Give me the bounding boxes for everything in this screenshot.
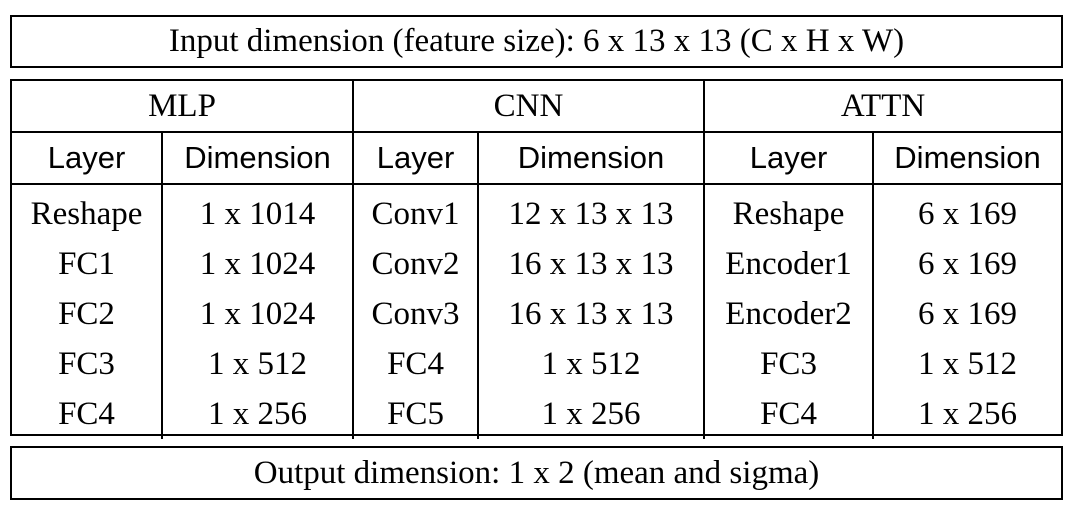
cnn-layer-cell: Conv1 <box>353 184 480 239</box>
mlp-layer-cell: FC2 <box>12 289 163 339</box>
output-dimension-text: Output dimension: 1 x 2 (mean and sigma) <box>253 454 820 491</box>
mlp-layer-cell: FC4 <box>12 389 163 439</box>
cnn-layer-cell: Conv3 <box>353 289 480 339</box>
mlp-dimension-cell: 1 x 512 <box>162 339 355 389</box>
attn-layer-cell: Encoder2 <box>704 289 875 339</box>
mlp-dimension-header: Dimension <box>162 132 355 185</box>
group-header-mlp: MLP <box>12 81 355 133</box>
column-header-row: Layer Dimension Layer Dimension Layer Di… <box>12 132 1062 185</box>
table-row: FC3 1 x 512 FC4 1 x 512 FC3 1 x 512 <box>12 339 1061 389</box>
mlp-layer-cell: FC3 <box>12 339 163 389</box>
cnn-layer-cell: Conv2 <box>353 239 480 289</box>
attn-layer-header: Layer <box>704 132 875 185</box>
cnn-dimension-cell: 16 x 13 x 13 <box>478 239 706 289</box>
attn-dimension-cell: 6 x 169 <box>918 195 1018 232</box>
table-row: FC4 1 x 256 FC5 1 x 256 FC4 1 x 256 <box>12 389 1061 439</box>
cnn-dimension-cell: 12 x 13 x 13 <box>478 184 706 239</box>
mlp-layer-cell: FC1 <box>12 239 163 289</box>
attn-dimension-cell: 1 x 256 <box>918 395 1018 432</box>
attn-layer-cell: Reshape <box>704 184 875 239</box>
table-row: FC2 1 x 1024 Conv3 16 x 13 x 13 Encoder2… <box>12 289 1061 339</box>
cnn-dimension-cell: 16 x 13 x 13 <box>478 289 706 339</box>
mlp-dimension-cell: 1 x 256 <box>162 389 355 439</box>
cnn-dimension-header: Dimension <box>478 132 706 185</box>
cnn-dimension-cell: 1 x 256 <box>478 389 706 439</box>
attn-layer-cell: FC3 <box>704 339 875 389</box>
attn-dimension-cell: 6 x 169 <box>918 295 1018 332</box>
mlp-dimension-cell: 1 x 1024 <box>162 289 355 339</box>
mlp-layer-cell: Reshape <box>12 184 163 239</box>
attn-layer-cell: FC4 <box>704 389 875 439</box>
group-header-row: MLP CNN ATTN <box>12 81 1062 133</box>
architecture-table: MLP CNN ATTN Layer Dimension Layer Dimen… <box>12 81 1062 439</box>
cnn-layer-cell: FC4 <box>353 339 480 389</box>
cnn-layer-header: Layer <box>353 132 480 185</box>
cnn-dimension-cell: 1 x 512 <box>478 339 706 389</box>
table-row: Reshape 1 x 1014 Conv1 12 x 13 x 13 Resh… <box>12 184 1061 239</box>
attn-dimension-cell: 6 x 169 <box>918 245 1018 282</box>
architecture-table-container: MLP CNN ATTN Layer Dimension Layer Dimen… <box>10 79 1063 439</box>
attn-dimension-cell: 1 x 512 <box>918 345 1018 382</box>
input-dimension-text: Input dimension (feature size): 6 x 13 x… <box>168 23 905 59</box>
group-header-attn: ATTN <box>704 81 1062 133</box>
group-header-cnn: CNN <box>353 81 706 133</box>
attn-layer-cell: Encoder1 <box>704 239 875 289</box>
output-dimension-banner: Output dimension: 1 x 2 (mean and sigma) <box>10 446 1063 500</box>
mlp-dimension-cell: 1 x 1014 <box>162 184 355 239</box>
input-dimension-banner: Input dimension (feature size): 6 x 13 x… <box>10 15 1063 68</box>
mlp-dimension-cell: 1 x 1024 <box>162 239 355 289</box>
cnn-layer-cell: FC5 <box>353 389 480 439</box>
mlp-layer-header: Layer <box>12 132 163 185</box>
table-row: FC1 1 x 1024 Conv2 16 x 13 x 13 Encoder1… <box>12 239 1061 289</box>
attn-dimension-header: Dimension <box>873 132 1062 185</box>
